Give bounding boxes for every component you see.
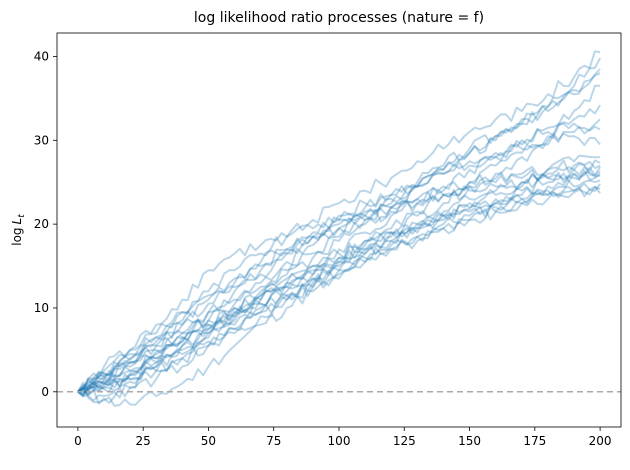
- series-layer: [77, 50, 601, 407]
- x-tick-label: 200: [589, 434, 612, 448]
- series-line-1: [77, 50, 601, 393]
- series-line-20: [77, 159, 601, 393]
- series-line-8: [77, 154, 601, 393]
- chart-title: log likelihood ratio processes (nature =…: [194, 10, 484, 26]
- x-axis: 0 25 50 75 100 125 150 175 200: [74, 427, 612, 448]
- series-line-15: [77, 162, 601, 393]
- x-tick-label: 50: [201, 434, 216, 448]
- y-axis-label-base: log: [10, 227, 24, 245]
- series-line-10: [77, 166, 601, 396]
- series-line-16: [77, 170, 601, 405]
- y-tick-label: 10: [34, 301, 49, 315]
- series-line-17: [77, 122, 601, 396]
- y-tick-label: 30: [34, 133, 49, 147]
- series-line-18: [77, 132, 601, 393]
- y-tick-label: 0: [41, 385, 49, 399]
- x-tick-label: 150: [458, 434, 481, 448]
- y-axis: 0 10 20 30 40: [34, 49, 57, 399]
- x-tick-label: 75: [266, 434, 281, 448]
- series-line-6: [77, 104, 601, 393]
- series-line-5: [77, 84, 601, 397]
- series-line-13: [77, 185, 601, 396]
- series-line-4: [77, 72, 601, 394]
- series-line-11: [77, 169, 601, 397]
- x-tick-label: 25: [136, 434, 151, 448]
- y-tick-label: 20: [34, 217, 49, 231]
- series-line-12: [77, 179, 601, 407]
- series-line-19: [77, 182, 601, 393]
- x-tick-label: 175: [523, 434, 546, 448]
- x-tick-label: 0: [74, 434, 82, 448]
- series-line-3: [77, 68, 601, 395]
- series-line-2: [77, 57, 601, 393]
- x-tick-label: 100: [328, 434, 351, 448]
- y-tick-label: 40: [34, 49, 49, 63]
- y-axis-label-var: L: [10, 218, 24, 225]
- x-tick-label: 125: [393, 434, 416, 448]
- y-axis-label-sub: t: [17, 214, 27, 218]
- series-line-14: [77, 185, 601, 393]
- series-line-9: [77, 159, 601, 393]
- y-axis-label: log Lt: [10, 214, 27, 246]
- series-line-7: [77, 118, 601, 402]
